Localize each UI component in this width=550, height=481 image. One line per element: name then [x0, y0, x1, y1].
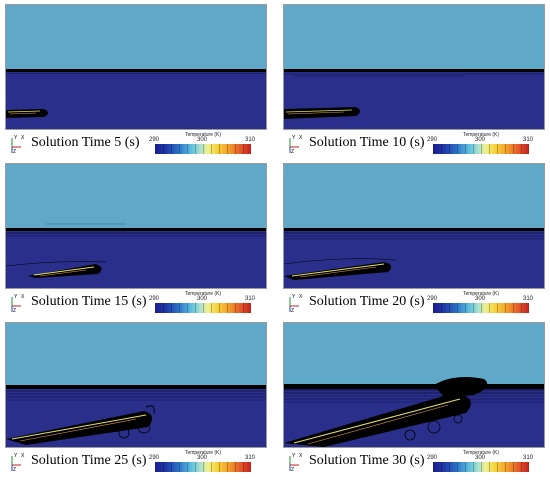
temperature-colorbar: Temperature (K) 290 300 310	[149, 132, 255, 156]
colorbar-max-label: 310	[523, 455, 534, 461]
colorbar-max-label: 310	[523, 137, 534, 143]
simulation-view	[5, 322, 267, 448]
colorbar-mid-label: 300	[197, 296, 208, 302]
solution-time-caption: Solution Time 20 (s)	[309, 294, 425, 309]
axis-z-label: Z	[13, 149, 16, 155]
axis-x-label: X	[21, 135, 25, 141]
axis-triad-icon: Y X Z	[11, 453, 25, 473]
axis-triad-icon: Y X Z	[289, 453, 303, 473]
colorbar-title: Temperature (K)	[184, 132, 222, 138]
solution-time-caption: Solution Time 5 (s)	[31, 135, 140, 150]
axis-z-label: Z	[13, 308, 16, 314]
solution-time-caption: Solution Time 25 (s)	[31, 453, 147, 468]
colorbar-min-label: 290	[149, 137, 160, 143]
colorbar-mid-label: 300	[475, 296, 486, 302]
axis-triad-icon: Y X Z	[11, 294, 25, 314]
axis-x-label: X	[299, 294, 303, 300]
colorbar-min-label: 290	[427, 455, 438, 461]
axis-y-label: Y	[14, 294, 18, 300]
axis-x-label: X	[21, 453, 25, 459]
colorbar-title: Temperature (K)	[184, 291, 222, 297]
axis-x-label: X	[299, 135, 303, 141]
colorbar-max-label: 310	[523, 296, 534, 302]
axis-triad-icon: Y X Z	[11, 135, 25, 155]
axis-z-label: Z	[291, 308, 294, 314]
temperature-colorbar: Temperature (K) 290 300 310	[427, 450, 533, 474]
colorbar-title: Temperature (K)	[462, 132, 500, 138]
axis-z-label: Z	[291, 149, 294, 155]
colorbar-gradient	[155, 303, 251, 313]
colorbar-title: Temperature (K)	[184, 450, 222, 456]
solution-time-caption: Solution Time 15 (s)	[31, 294, 147, 309]
colorbar-max-label: 310	[245, 455, 256, 461]
axis-y-label: Y	[14, 453, 18, 459]
temperature-colorbar: Temperature (K) 290 300 310	[149, 450, 255, 474]
simulation-view	[5, 4, 267, 130]
temperature-colorbar: Temperature (K) 290 300 310	[427, 132, 533, 156]
colorbar-title: Temperature (K)	[462, 291, 500, 297]
solution-time-caption: Solution Time 10 (s)	[309, 135, 425, 150]
simulation-view	[283, 163, 545, 289]
colorbar-max-label: 310	[245, 137, 256, 143]
axis-x-label: X	[299, 453, 303, 459]
axis-y-label: Y	[14, 135, 18, 141]
colorbar-gradient	[433, 462, 529, 472]
simulation-view	[5, 163, 267, 289]
axis-y-label: Y	[292, 294, 296, 300]
axis-triad-icon: Y X Z	[289, 135, 303, 155]
colorbar-min-label: 290	[149, 455, 160, 461]
axis-x-label: X	[21, 294, 25, 300]
colorbar-min-label: 290	[149, 296, 160, 302]
axis-z-label: Z	[291, 467, 294, 473]
colorbar-gradient	[433, 144, 529, 154]
colorbar-mid-label: 300	[475, 137, 486, 143]
colorbar-title: Temperature (K)	[462, 450, 500, 456]
colorbar-gradient	[433, 303, 529, 313]
colorbar-gradient	[155, 462, 251, 472]
simulation-view	[283, 4, 545, 130]
colorbar-mid-label: 300	[197, 137, 208, 143]
colorbar-gradient	[155, 144, 251, 154]
temperature-colorbar: Temperature (K) 290 300 310	[149, 291, 255, 315]
solution-time-caption: Solution Time 30 (s)	[309, 453, 425, 468]
colorbar-min-label: 290	[427, 137, 438, 143]
colorbar-mid-label: 300	[475, 455, 486, 461]
colorbar-mid-label: 300	[197, 455, 208, 461]
simulation-view	[283, 322, 545, 448]
axis-z-label: Z	[13, 467, 16, 473]
colorbar-max-label: 310	[245, 296, 256, 302]
axis-y-label: Y	[292, 453, 296, 459]
axis-triad-icon: Y X Z	[289, 294, 303, 314]
colorbar-min-label: 290	[427, 296, 438, 302]
axis-y-label: Y	[292, 135, 296, 141]
temperature-colorbar: Temperature (K) 290 300 310	[427, 291, 533, 315]
